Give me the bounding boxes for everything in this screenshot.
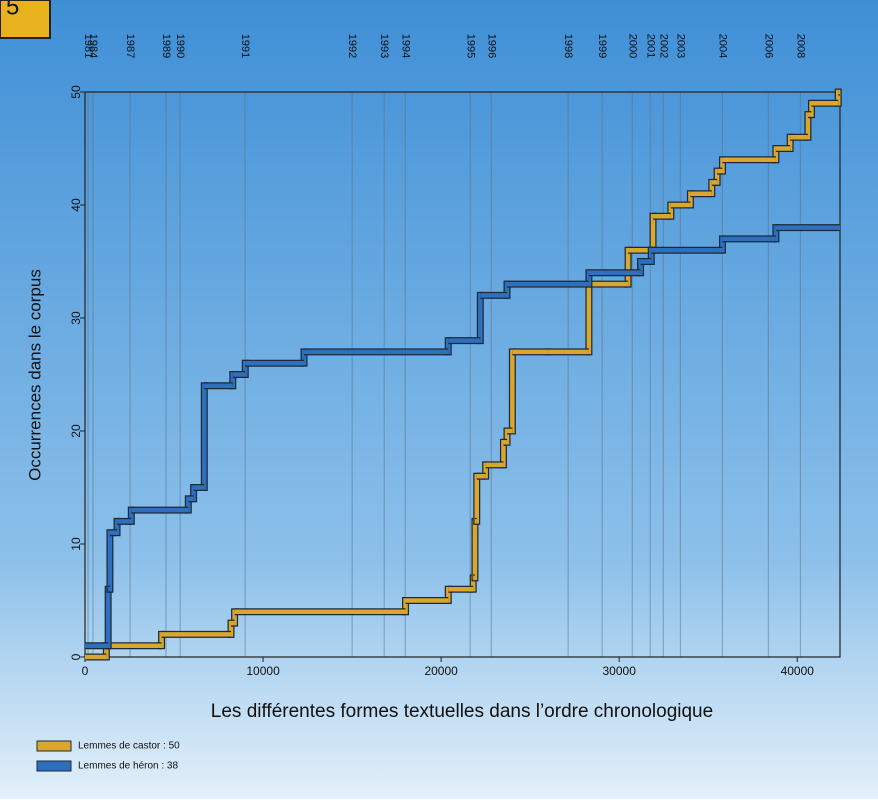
year-label: 2001 <box>644 34 656 58</box>
year-label: 2002 <box>657 34 669 58</box>
y-tick-label: 30 <box>69 311 83 325</box>
y-tick-label: 50 <box>69 85 83 99</box>
x-tick-label: 0 <box>82 664 89 678</box>
year-label: 1990 <box>174 34 186 58</box>
year-label: 1992 <box>346 34 358 58</box>
y-tick-label: 40 <box>69 198 83 212</box>
x-axis-label: Les différentes formes textuelles dans l… <box>211 701 713 722</box>
year-label: 2003 <box>674 34 686 58</box>
y-axis-label: Occurrences dans le corpus <box>25 269 44 481</box>
year-label: 1989 <box>160 34 172 58</box>
legend-label: Lemmes de castor : 50 <box>78 741 180 752</box>
x-tick-label: 20000 <box>424 664 458 678</box>
y-tick-label: 20 <box>69 424 83 438</box>
year-label: 2006 <box>762 34 774 58</box>
year-label: 1993 <box>378 34 390 58</box>
year-label: 1996 <box>485 34 497 58</box>
year-label: 2000 <box>626 34 638 58</box>
year-label: 1995 <box>464 34 476 58</box>
legend-label: Lemmes de héron : 38 <box>78 761 178 772</box>
y-tick-label: 0 <box>69 653 83 660</box>
badge-box <box>0 0 51 39</box>
x-tick-label: 10000 <box>246 664 280 678</box>
year-label: 2004 <box>716 34 728 58</box>
x-tick-label: 30000 <box>603 664 637 678</box>
year-label: 1981 <box>82 34 94 58</box>
year-label: 2008 <box>794 34 806 58</box>
badge: 5 <box>6 0 19 20</box>
year-label: 1991 <box>239 34 251 58</box>
year-label: 1984 <box>87 34 99 58</box>
legend-swatch <box>36 740 72 752</box>
x-tick-label: 40000 <box>781 664 815 678</box>
year-label: 1998 <box>562 34 574 58</box>
year-label: 1999 <box>596 34 608 58</box>
year-label: 1994 <box>399 34 411 58</box>
y-tick-label: 10 <box>69 537 83 551</box>
legend-swatch <box>36 760 72 772</box>
plot-frame <box>84 91 841 658</box>
year-label: 1987 <box>124 34 136 58</box>
